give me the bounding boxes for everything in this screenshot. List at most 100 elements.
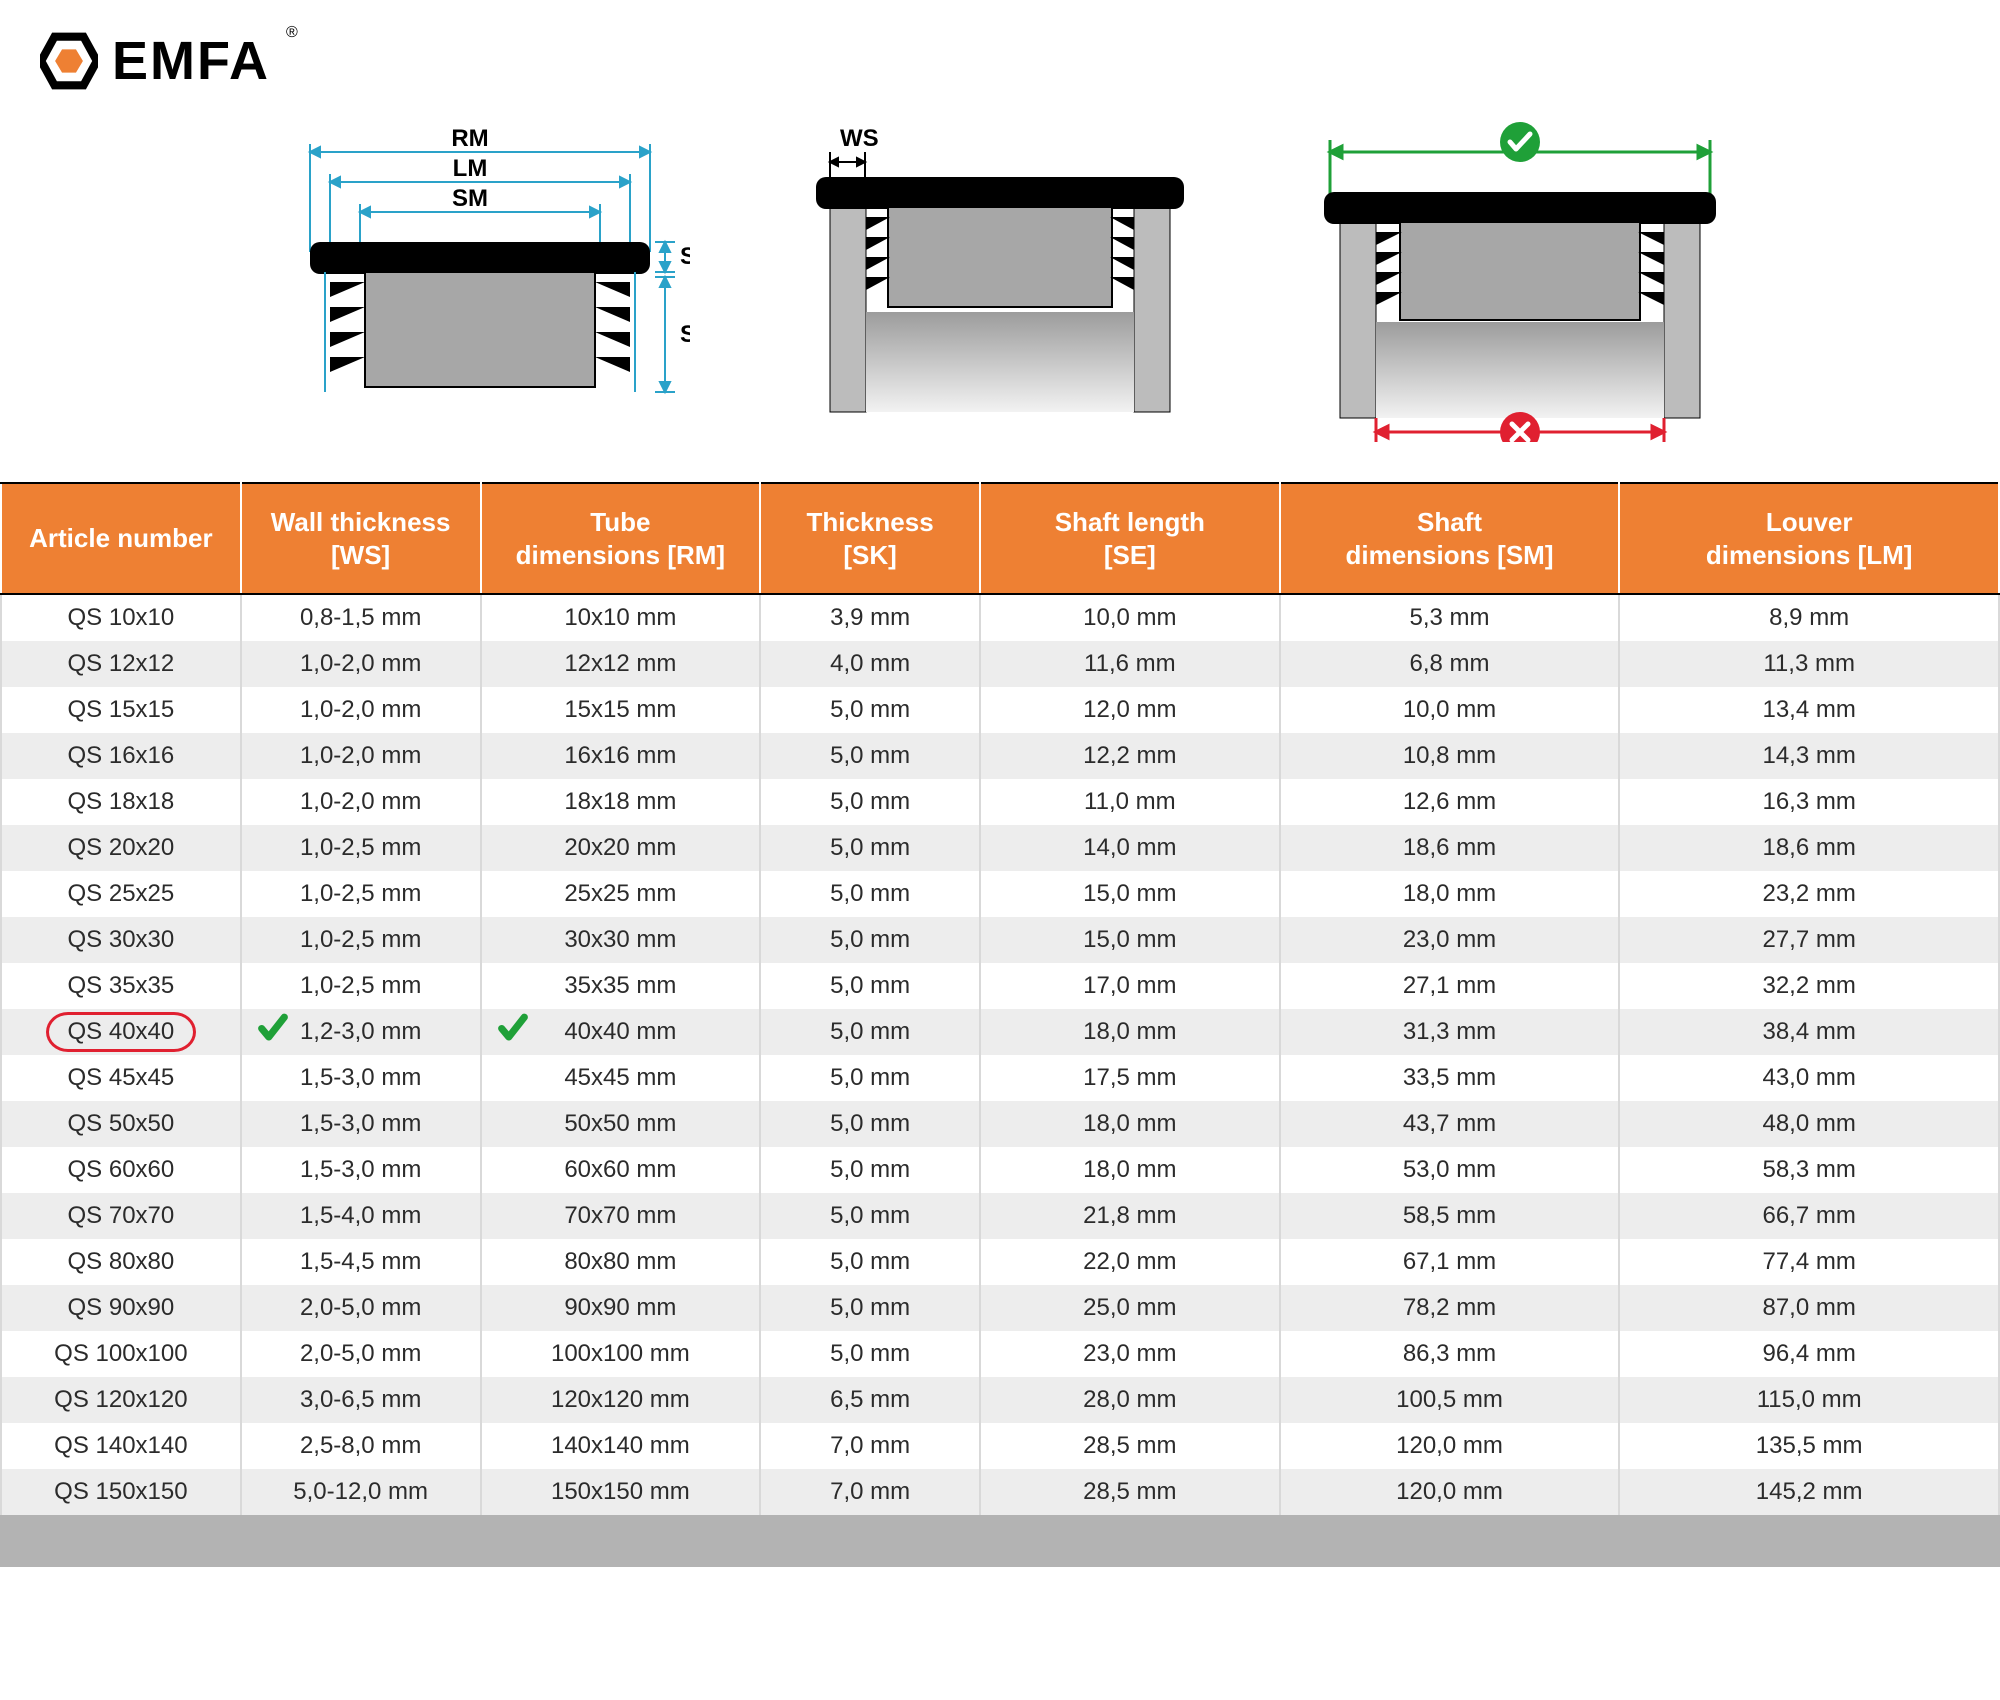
table-cell: 3,0-6,5 mm xyxy=(241,1377,481,1423)
table-cell: 5,0 mm xyxy=(760,963,980,1009)
table-cell: QS 12x12 xyxy=(1,641,241,687)
table-cell: 45x45 mm xyxy=(481,1055,761,1101)
table-cell: QS 120x120 xyxy=(1,1377,241,1423)
label-sm: SM xyxy=(452,185,488,212)
table-header-row: Article number Wall thickness[WS] Tubedi… xyxy=(1,483,1999,594)
table-row: QS 35x351,0-2,5 mm35x35 mm5,0 mm17,0 mm2… xyxy=(1,963,1999,1009)
hexagon-icon xyxy=(40,32,98,90)
table-cell: 60x60 mm xyxy=(481,1147,761,1193)
table-cell: 15x15 mm xyxy=(481,687,761,733)
table-cell: 6,5 mm xyxy=(760,1377,980,1423)
table-row: QS 30x301,0-2,5 mm30x30 mm5,0 mm15,0 mm2… xyxy=(1,917,1999,963)
table-cell: 23,0 mm xyxy=(1280,917,1620,963)
table-cell: 1,0-2,5 mm xyxy=(241,871,481,917)
table-cell: 11,3 mm xyxy=(1619,641,1999,687)
table-cell: 35x35 mm xyxy=(481,963,761,1009)
table-cell: 22,0 mm xyxy=(980,1239,1280,1285)
table-cell: 14,0 mm xyxy=(980,825,1280,871)
brand-logo: EMFA ® xyxy=(0,0,2000,102)
table-cell: 14,3 mm xyxy=(1619,733,1999,779)
table-row: QS 50x501,5-3,0 mm50x50 mm5,0 mm18,0 mm4… xyxy=(1,1101,1999,1147)
table-cell: 1,0-2,5 mm xyxy=(241,917,481,963)
table-cell: 5,0 mm xyxy=(760,1009,980,1055)
table-cell: 28,5 mm xyxy=(980,1469,1280,1515)
table-cell: 58,3 mm xyxy=(1619,1147,1999,1193)
table-cell: 38,4 mm xyxy=(1619,1009,1999,1055)
table-cell: 135,5 mm xyxy=(1619,1423,1999,1469)
table-cell: 18,0 mm xyxy=(1280,871,1620,917)
table-cell: 18,0 mm xyxy=(980,1101,1280,1147)
table-row: QS 90x902,0-5,0 mm90x90 mm5,0 mm25,0 mm7… xyxy=(1,1285,1999,1331)
label-lm: LM xyxy=(453,155,488,182)
brand-name: EMFA xyxy=(112,30,270,92)
table-cell: 5,0 mm xyxy=(760,1055,980,1101)
table-cell: QS 30x30 xyxy=(1,917,241,963)
table-cell: 67,1 mm xyxy=(1280,1239,1620,1285)
table-cell: 1,5-4,0 mm xyxy=(241,1193,481,1239)
table-cell: 11,0 mm xyxy=(980,779,1280,825)
table-cell: 7,0 mm xyxy=(760,1469,980,1515)
table-row: QS 40x401,2-3,0 mm40x40 mm5,0 mm18,0 mm3… xyxy=(1,1009,1999,1055)
table-cell: 5,0 mm xyxy=(760,687,980,733)
table-row: QS 16x161,0-2,0 mm16x16 mm5,0 mm12,2 mm1… xyxy=(1,733,1999,779)
table-cell: 43,0 mm xyxy=(1619,1055,1999,1101)
table-cell: 140x140 mm xyxy=(481,1423,761,1469)
table-cell: 86,3 mm xyxy=(1280,1331,1620,1377)
table-cell: 1,5-3,0 mm xyxy=(241,1101,481,1147)
table-cell: 48,0 mm xyxy=(1619,1101,1999,1147)
diagram-installed: WS xyxy=(810,122,1190,422)
label-sk: SK xyxy=(680,243,690,270)
check-icon xyxy=(256,1012,290,1053)
table-row: QS 120x1203,0-6,5 mm120x120 mm6,5 mm28,0… xyxy=(1,1377,1999,1423)
table-cell: 5,0 mm xyxy=(760,1239,980,1285)
table-cell: 27,1 mm xyxy=(1280,963,1620,1009)
table-row: QS 45x451,5-3,0 mm45x45 mm5,0 mm17,5 mm3… xyxy=(1,1055,1999,1101)
table-cell: 4,0 mm xyxy=(760,641,980,687)
label-rm: RM xyxy=(451,125,488,152)
table-cell: 10,0 mm xyxy=(1280,687,1620,733)
table-row: QS 25x251,0-2,5 mm25x25 mm5,0 mm15,0 mm1… xyxy=(1,871,1999,917)
table-cell: 6,8 mm xyxy=(1280,641,1620,687)
table-cell: 50x50 mm xyxy=(481,1101,761,1147)
diagram-dimensions: RM LM SM SK SE xyxy=(270,122,690,422)
table-cell: 17,5 mm xyxy=(980,1055,1280,1101)
table-cell: 5,0 mm xyxy=(760,733,980,779)
table-cell: QS 140x140 xyxy=(1,1423,241,1469)
table-cell: QS 80x80 xyxy=(1,1239,241,1285)
table-cell: 145,2 mm xyxy=(1619,1469,1999,1515)
table-cell: QS 90x90 xyxy=(1,1285,241,1331)
table-row: QS 80x801,5-4,5 mm80x80 mm5,0 mm22,0 mm6… xyxy=(1,1239,1999,1285)
table-cell: QS 60x60 xyxy=(1,1147,241,1193)
table-cell: 1,2-3,0 mm xyxy=(241,1009,481,1055)
table-cell: 43,7 mm xyxy=(1280,1101,1620,1147)
table-cell: 33,5 mm xyxy=(1280,1055,1620,1101)
col-header: Shaftdimensions [SM] xyxy=(1280,483,1620,594)
table-cell: QS 18x18 xyxy=(1,779,241,825)
table-cell: QS 100x100 xyxy=(1,1331,241,1377)
table-cell: 1,0-2,0 mm xyxy=(241,779,481,825)
table-cell: 25x25 mm xyxy=(481,871,761,917)
table-cell: 5,0 mm xyxy=(760,1285,980,1331)
table-row: QS 12x121,0-2,0 mm12x12 mm4,0 mm11,6 mm6… xyxy=(1,641,1999,687)
table-cell: 100,5 mm xyxy=(1280,1377,1620,1423)
table-cell: 25,0 mm xyxy=(980,1285,1280,1331)
table-cell: QS 16x16 xyxy=(1,733,241,779)
table-cell: 87,0 mm xyxy=(1619,1285,1999,1331)
table-cell: 96,4 mm xyxy=(1619,1331,1999,1377)
table-cell: 30x30 mm xyxy=(481,917,761,963)
table-cell: 16,3 mm xyxy=(1619,779,1999,825)
table-cell: 7,0 mm xyxy=(760,1423,980,1469)
table-cell: QS 10x10 xyxy=(1,594,241,641)
table-cell: 2,5-8,0 mm xyxy=(241,1423,481,1469)
table-cell: QS 15x15 xyxy=(1,687,241,733)
table-cell: 90x90 mm xyxy=(481,1285,761,1331)
diagram-row: RM LM SM SK SE WS xyxy=(0,102,2000,482)
table-cell: 32,2 mm xyxy=(1619,963,1999,1009)
table-cell: 12x12 mm xyxy=(481,641,761,687)
registered-mark: ® xyxy=(286,24,298,42)
table-cell: 5,0 mm xyxy=(760,779,980,825)
table-cell: 70x70 mm xyxy=(481,1193,761,1239)
table-cell: 5,0 mm xyxy=(760,825,980,871)
highlight-circle xyxy=(46,1012,196,1052)
table-cell: 16x16 mm xyxy=(481,733,761,779)
